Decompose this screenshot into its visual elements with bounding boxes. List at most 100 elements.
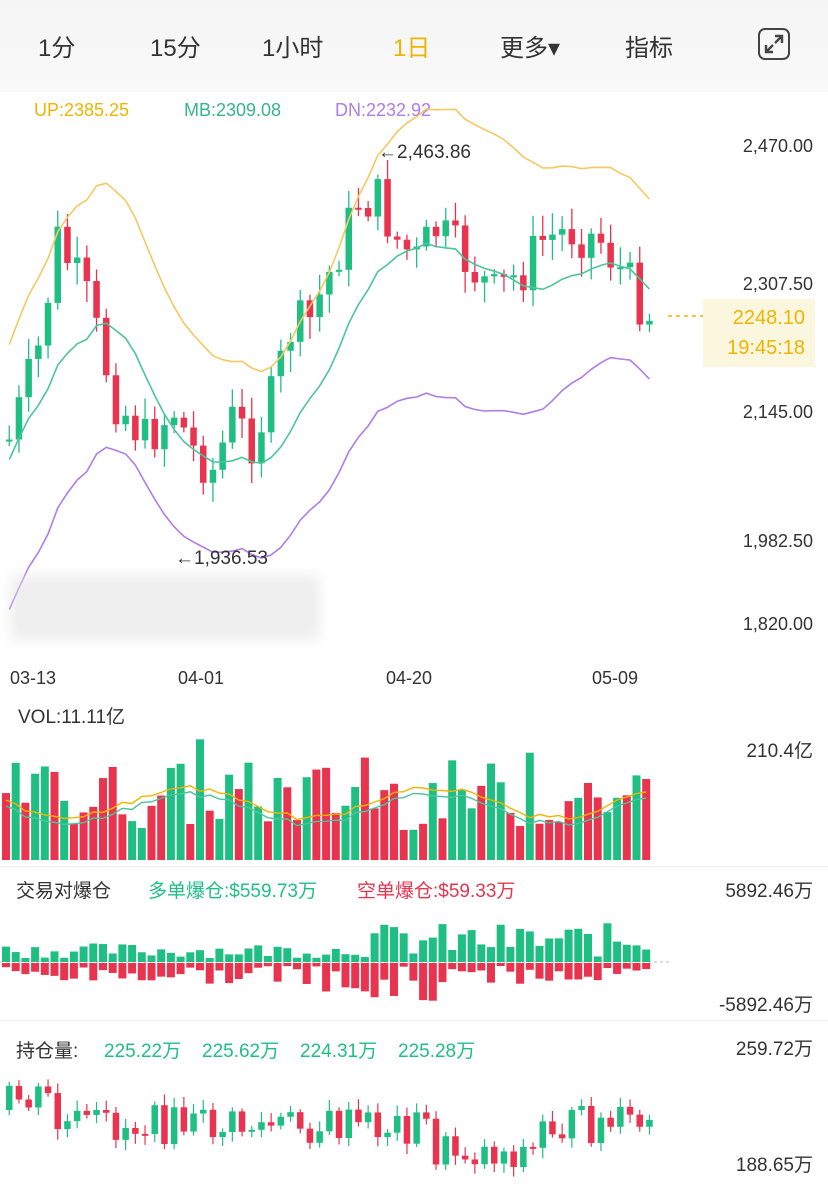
tab-1hour[interactable]: 1小时 <box>262 35 324 62</box>
long-liquidation-bar <box>2 946 10 962</box>
long-liquidation-bar <box>166 952 175 962</box>
long-liquidation-bar <box>108 953 117 962</box>
long-liquidation-bar <box>79 946 88 962</box>
volume-bar <box>137 827 146 860</box>
long-liquidation-bar <box>302 953 311 962</box>
oi-body <box>539 1121 546 1148</box>
oi-body <box>568 1109 576 1139</box>
short-liquidation-bar <box>632 963 641 971</box>
candle-body <box>190 427 197 446</box>
volume-bar <box>419 823 428 860</box>
tab-more[interactable]: 更多▾ <box>500 35 561 62</box>
volume-bar <box>525 752 534 860</box>
volume-bar <box>380 790 389 860</box>
tab-indicators[interactable]: 指标 <box>625 35 673 62</box>
candle-body <box>316 294 323 318</box>
short-liquidation-bar <box>205 963 214 984</box>
long-liquidation-bar <box>516 928 525 962</box>
x-axis-label: 04-20 <box>386 668 433 688</box>
candle-body <box>15 397 23 440</box>
candle-body <box>568 229 576 245</box>
boll-dn-value: DN:2232.92 <box>335 100 432 120</box>
oi-body <box>83 1110 91 1115</box>
oi-body <box>345 1109 352 1139</box>
oi-body <box>413 1112 420 1144</box>
volume-max-label: 210.4亿 <box>746 741 813 762</box>
oi-body <box>54 1093 61 1130</box>
expand-icon[interactable] <box>758 28 790 60</box>
long-liquidation-bar <box>234 954 243 962</box>
volume-bar <box>603 812 612 860</box>
volume-bar <box>370 808 379 860</box>
oi-body <box>122 1128 129 1140</box>
short-liquidation-bar <box>331 963 340 972</box>
candle-body <box>617 267 624 270</box>
short-liquidation-bar <box>642 963 651 969</box>
oi-body <box>500 1151 508 1164</box>
volume-bar <box>448 760 457 860</box>
short-liquidation-bar <box>487 963 495 983</box>
candle-body <box>432 226 440 237</box>
short-liquidation-bar <box>438 963 447 983</box>
short-liquidation-bar <box>166 963 175 978</box>
tab-1min[interactable]: 1分 <box>38 35 76 62</box>
short-liquidation-bar <box>428 963 437 1001</box>
long-liquidation-value: 多单爆仓:$559.73万 <box>148 881 317 902</box>
oi-body <box>170 1107 178 1145</box>
volume-bar <box>263 821 272 860</box>
volume-bar <box>613 797 622 860</box>
short-liquidation-bar <box>525 963 534 970</box>
long-liquidation-bar <box>399 933 408 962</box>
candle-body <box>549 234 556 240</box>
oi-body <box>326 1110 333 1132</box>
short-liquidation-bar <box>293 963 301 970</box>
oi-body <box>151 1105 158 1135</box>
volume-bar <box>186 823 195 860</box>
volume-label: VOL:11.11亿 <box>18 707 126 728</box>
long-liquidation-bar <box>428 937 437 962</box>
boll-lower-line <box>8 356 650 610</box>
short-liquidation-bar <box>390 963 398 996</box>
long-liquidation-bar <box>128 944 137 962</box>
long-liquidation-bar <box>40 957 49 962</box>
oi-body <box>44 1086 52 1094</box>
long-liquidation-bar <box>642 949 651 962</box>
candle-body <box>326 271 333 295</box>
candle-body <box>170 417 178 426</box>
volume-bar <box>438 818 447 860</box>
short-liquidation-bar <box>535 963 544 979</box>
long-liquidation-bar <box>574 928 583 962</box>
candlestick-chart <box>6 108 705 610</box>
short-liquidation-bar <box>419 963 428 1001</box>
long-liquidation-bar <box>273 946 282 962</box>
volume-bar <box>234 789 243 860</box>
oi-body <box>588 1105 595 1144</box>
short-liquidation-bar <box>283 963 292 967</box>
oi-body <box>229 1111 236 1133</box>
long-liquidation-bar <box>448 949 457 962</box>
candle-body <box>44 302 52 346</box>
oi-body <box>394 1116 401 1133</box>
volume-bar <box>11 762 20 860</box>
short-liquidation-bar <box>225 963 234 984</box>
tab-1day[interactable]: 1日 <box>393 35 431 62</box>
short-liquidation-bar <box>21 963 30 975</box>
oi-body <box>25 1099 32 1108</box>
volume-bar <box>477 785 486 860</box>
volume-bar <box>545 819 554 860</box>
short-liquidation-bar <box>50 963 59 976</box>
candle-body <box>6 439 13 442</box>
long-liquidation-bar <box>438 924 447 962</box>
short-liquidation-bar <box>147 963 156 981</box>
candle-body <box>636 262 643 325</box>
short-liquidation-bar <box>584 963 592 977</box>
volume-bar <box>2 793 10 860</box>
boll-upper-line <box>8 108 650 373</box>
tab-15min[interactable]: 15分 <box>150 35 201 62</box>
volume-bar <box>467 808 476 860</box>
volume-bar <box>622 795 631 860</box>
short-liquidation-bar <box>108 963 117 973</box>
volume-bar <box>331 812 340 860</box>
long-liquidation-bar <box>283 948 292 962</box>
